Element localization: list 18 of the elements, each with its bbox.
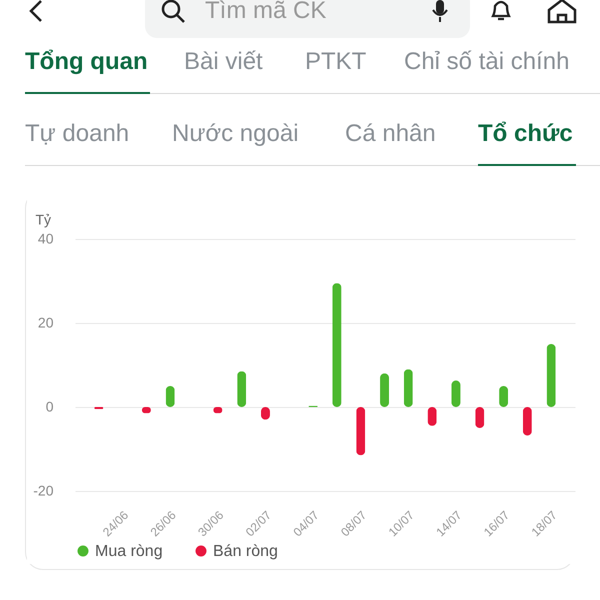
text: Bài viết bbox=[184, 48, 263, 76]
y-tick-label: -20 bbox=[33, 482, 54, 498]
text: Cá nhân bbox=[345, 120, 436, 148]
text: PTKT bbox=[305, 48, 366, 76]
text: Tìm mã CK bbox=[205, 0, 326, 25]
text: Tổng quan bbox=[25, 48, 148, 76]
text: Tổ chức bbox=[478, 120, 573, 148]
y-tick-label: 40 bbox=[38, 230, 54, 246]
bar bbox=[546, 344, 556, 407]
text: Tự doanh bbox=[25, 120, 130, 148]
bar bbox=[332, 283, 342, 407]
text: Chỉ số tài chính bbox=[404, 48, 570, 76]
y-tick-label: 0 bbox=[46, 398, 54, 414]
legend-label: Bán ròng bbox=[213, 543, 278, 560]
legend-label: Mua ròng bbox=[95, 543, 163, 560]
y-tick-label: 20 bbox=[38, 314, 54, 330]
y-axis-title: Tỷ bbox=[36, 212, 52, 228]
text: Nước ngoài bbox=[172, 120, 299, 148]
